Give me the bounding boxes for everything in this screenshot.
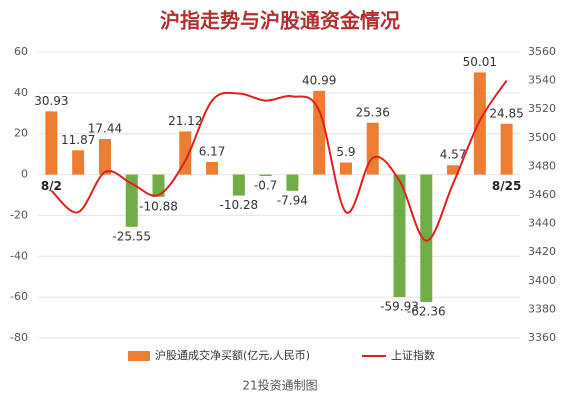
legend-label: 沪股通成交净买额(亿元,人民币) [155,348,310,362]
value-label: 6.17 [199,144,226,158]
value-label: 11.87 [61,133,95,147]
y-tick-label: -20 [10,208,28,221]
bar [473,72,486,175]
y2-tick-label: 3380 [528,302,556,315]
bar [206,161,219,175]
value-label: 25.36 [356,105,390,119]
y-tick-label: 0 [21,168,28,181]
value-label: -10.28 [219,198,258,212]
bar [500,123,513,175]
bar [339,162,352,175]
legend-label: 上证指数 [391,348,435,362]
y-tick-label: -80 [10,331,28,344]
value-label: 30.93 [34,94,68,108]
y2-tick-label: 3440 [528,217,556,230]
y2-tick-label: 3460 [528,188,556,201]
value-label: 40.99 [302,73,336,87]
bar [179,131,192,175]
value-label: -7.94 [277,193,308,207]
value-label: 21.12 [168,114,202,128]
y2-tick-label: 3560 [528,45,556,58]
value-label: -10.88 [139,199,178,213]
value-label: -0.7 [254,179,277,193]
legend-swatch [128,351,150,361]
footer: 21投资通制图 [242,378,317,393]
bar [72,150,85,175]
x-tick-label: 8/2 [41,179,62,193]
y2-tick-label: 3360 [528,331,556,344]
value-label: -59.93 [380,299,419,313]
x-tick-label: 8/25 [492,179,521,193]
chart-title: 沪指走势与沪股通资金情况 [160,9,400,33]
y-tick-label: 40 [14,86,28,99]
y2-tick-label: 3480 [528,159,556,172]
y-tick-label: 60 [14,45,28,58]
bar [286,174,299,191]
bar [125,174,138,227]
bar [152,174,165,197]
line [50,80,508,242]
value-label: 17.44 [88,121,122,135]
bar [98,138,111,175]
bar [366,122,379,175]
bar [393,174,406,297]
y2-tick-label: 3500 [528,131,556,144]
y-tick-label: 20 [14,127,28,140]
bar [447,165,460,175]
bar [259,174,272,177]
value-label: -62.36 [407,304,446,318]
value-label: -25.55 [112,229,151,243]
y2-tick-label: 3420 [528,245,556,258]
value-label: 24.85 [489,106,523,120]
y2-tick-label: 3400 [528,274,556,287]
bar [45,111,58,175]
bar [313,90,326,175]
bar [420,174,433,302]
y-tick-label: -60 [10,290,28,303]
y2-tick-label: 3520 [528,102,556,115]
y-tick-label: -40 [10,249,28,262]
value-label: 50.01 [463,55,497,69]
value-label: 5.9 [336,145,355,159]
value-label: 4.57 [440,148,467,162]
bar [232,174,245,196]
y2-tick-label: 3540 [528,74,556,87]
